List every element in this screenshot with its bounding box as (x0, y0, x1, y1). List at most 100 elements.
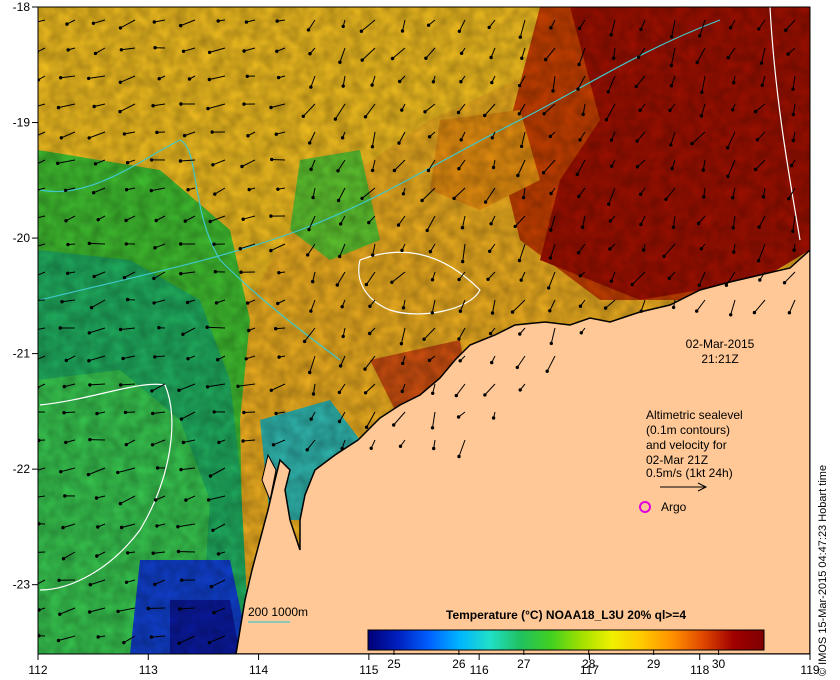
velocity-arrow-head (206, 498, 211, 502)
velocity-arrow (65, 215, 76, 222)
velocity-arrow (458, 103, 466, 113)
velocity-arrow (727, 47, 736, 58)
velocity-arrow-head (432, 446, 436, 451)
velocity-arrow (394, 159, 406, 171)
velocity-arrow (517, 159, 526, 176)
velocity-arrow-head (122, 275, 127, 280)
velocity-arrow (60, 467, 76, 473)
velocity-arrow-head (792, 248, 796, 252)
velocity-arrow (123, 635, 136, 644)
velocity-arrow (154, 243, 166, 249)
velocity-arrow (607, 75, 616, 92)
velocity-arrow-head (608, 219, 613, 223)
velocity-arrow-head (425, 228, 429, 233)
velocity-arrow-head (360, 58, 364, 62)
velocity-arrow-head (698, 34, 702, 38)
velocity-arrow (212, 523, 226, 531)
velocity-arrow-head (430, 278, 435, 282)
velocity-arrow-head (92, 274, 96, 279)
velocity-arrow (755, 103, 766, 112)
velocity-arrow (754, 299, 766, 313)
velocity-arrow-head (87, 359, 91, 363)
velocity-arrow (342, 75, 346, 87)
velocity-arrow (180, 19, 196, 27)
velocity-arrow-head (731, 226, 735, 230)
velocity-arrow-head (183, 219, 188, 223)
velocity-arrow-head (516, 173, 520, 178)
velocity-arrow-head (208, 474, 213, 478)
velocity-arrow (665, 187, 676, 200)
sst-field (27, 7, 810, 654)
velocity-arrow-head (459, 80, 463, 84)
velocity-arrow (271, 383, 286, 391)
velocity-arrow-head (338, 60, 342, 64)
velocity-arrow-head (153, 46, 157, 50)
velocity-arrow-head (155, 524, 159, 528)
velocity-arrow (576, 159, 586, 175)
velocity-arrow (180, 467, 196, 471)
velocity-arrow-head (126, 551, 130, 555)
velocity-arrow-head (610, 164, 614, 168)
velocity-arrow-head (606, 90, 610, 94)
velocity-arrow-head (64, 358, 69, 363)
velocity-arrow (153, 103, 166, 107)
velocity-arrow-head (118, 501, 123, 506)
velocity-arrow (340, 355, 346, 367)
velocity-arrow (209, 47, 226, 53)
velocity-arrow-head (370, 168, 375, 173)
velocity-arrow-head (603, 306, 608, 310)
velocity-arrow-head (213, 270, 218, 274)
velocity-arrow-head (207, 77, 212, 82)
velocity-arrow-head (400, 389, 404, 394)
velocity-arrow-head (96, 525, 100, 529)
velocity-arrow-head (116, 470, 120, 475)
velocity-arrow-head (27, 219, 29, 221)
velocity-arrow-head (66, 271, 70, 275)
velocity-arrow (94, 103, 106, 107)
velocity-arrow-head (581, 112, 585, 117)
velocity-arrow-head (367, 220, 371, 225)
velocity-arrow-head (548, 256, 553, 260)
velocity-arrow-head (214, 301, 219, 305)
velocity-arrow (151, 383, 166, 392)
velocity-arrow-head (753, 109, 758, 114)
velocity-arrow-head (149, 635, 154, 639)
velocity-arrow (209, 75, 226, 80)
velocity-arrow (458, 19, 466, 32)
velocity-arrow (550, 327, 556, 344)
velocity-arrow-head (29, 299, 31, 301)
velocity-arrow (153, 271, 166, 279)
velocity-arrow-head (726, 174, 730, 179)
map-date: 02-Mar-2015 (686, 337, 755, 351)
velocity-arrow-head (341, 334, 345, 339)
velocity-arrow-head (430, 311, 434, 315)
velocity-arrow-head (427, 358, 432, 362)
velocity-arrow-head (178, 607, 182, 611)
velocity-arrow-head (487, 25, 491, 30)
velocity-arrow-head (758, 278, 762, 282)
velocity-arrow-head (306, 253, 310, 257)
velocity-arrow-head (431, 80, 436, 84)
velocity-arrow-head (305, 448, 309, 452)
velocity-arrow-head (368, 304, 372, 308)
velocity-arrow-head (724, 283, 729, 287)
velocity-arrow (398, 131, 406, 144)
velocity-arrow (640, 19, 646, 30)
velocity-arrow-head (490, 136, 494, 140)
velocity-arrow-head (269, 105, 273, 110)
velocity-arrow (400, 327, 406, 344)
velocity-arrow (38, 215, 46, 219)
y-tick-label: -21 (13, 347, 31, 361)
velocity-arrow (120, 75, 136, 83)
velocity-arrow (578, 187, 586, 197)
velocity-arrow-head (544, 57, 548, 62)
velocity-arrow-head (176, 549, 181, 554)
velocity-arrow (670, 131, 676, 146)
velocity-arrow-head (664, 197, 668, 202)
velocity-arrow (549, 243, 556, 259)
y-tick-label: -23 (13, 578, 31, 592)
velocity-arrow-head (186, 188, 190, 192)
velocity-arrow-head (301, 114, 305, 119)
velocity-arrow-head (513, 224, 517, 229)
velocity-arrow-head (311, 392, 316, 396)
